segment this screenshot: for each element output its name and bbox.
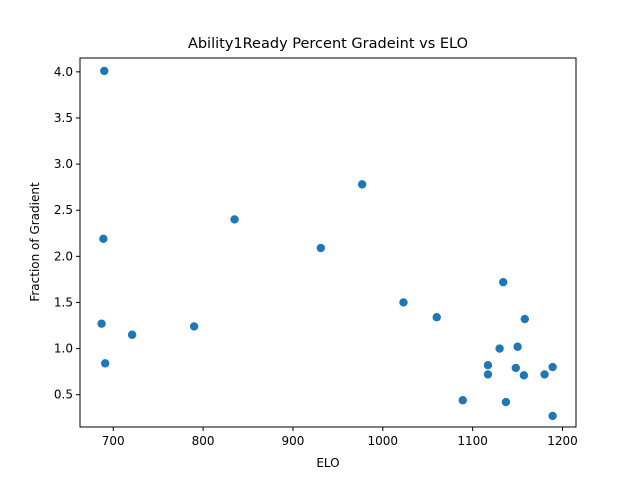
y-tick-label: 0.5	[54, 388, 73, 402]
data-point	[511, 363, 520, 373]
data-point	[316, 243, 326, 253]
y-tick-label: 4.0	[54, 65, 73, 79]
y-tick-label: 1.0	[54, 342, 73, 356]
x-tick-label: 1200	[547, 434, 578, 448]
data-point	[483, 360, 493, 370]
data-point	[495, 344, 504, 353]
data-point	[520, 314, 529, 324]
y-axis-ticks: 0.5 1.0 1.5 2.0 2.5 3.0 3.5 4.0	[54, 65, 80, 402]
data-point	[230, 215, 239, 224]
data-point	[432, 313, 441, 322]
x-axis-ticks: 700 800 900 1000 1100 1200	[102, 427, 578, 448]
y-tick-label: 1.5	[54, 295, 73, 309]
y-tick-label: 3.0	[54, 157, 73, 171]
data-point	[458, 396, 467, 405]
data-point	[97, 319, 106, 328]
x-tick-label: 1100	[457, 434, 488, 448]
data-point	[519, 371, 529, 380]
data-point	[99, 234, 108, 244]
data-point	[100, 359, 110, 368]
y-tick-label: 2.5	[54, 203, 73, 217]
x-tick-label: 700	[102, 434, 125, 448]
data-point	[548, 362, 557, 372]
y-axis-label: Fraction of Gradient	[28, 182, 42, 302]
data-point	[548, 411, 557, 421]
data-point	[483, 370, 493, 379]
data-points	[97, 66, 557, 421]
plot-area	[79, 57, 577, 428]
data-point	[127, 330, 137, 339]
y-tick-label: 2.0	[54, 249, 73, 263]
y-tick-label: 3.5	[54, 111, 73, 125]
x-tick-label: 800	[192, 434, 215, 448]
data-point	[100, 66, 109, 76]
data-point	[501, 397, 511, 407]
data-point	[357, 180, 367, 189]
x-axis-label: ELO	[316, 456, 339, 470]
plot-frame	[79, 57, 577, 428]
x-tick-label: 1000	[368, 434, 399, 448]
data-point	[399, 298, 408, 307]
data-point	[189, 322, 199, 331]
data-point	[513, 342, 522, 351]
chart-title: Ability1Ready Percent Gradeint vs ELO	[188, 36, 468, 52]
x-tick-label: 900	[282, 434, 305, 448]
data-point	[499, 277, 508, 287]
data-point	[540, 370, 549, 379]
